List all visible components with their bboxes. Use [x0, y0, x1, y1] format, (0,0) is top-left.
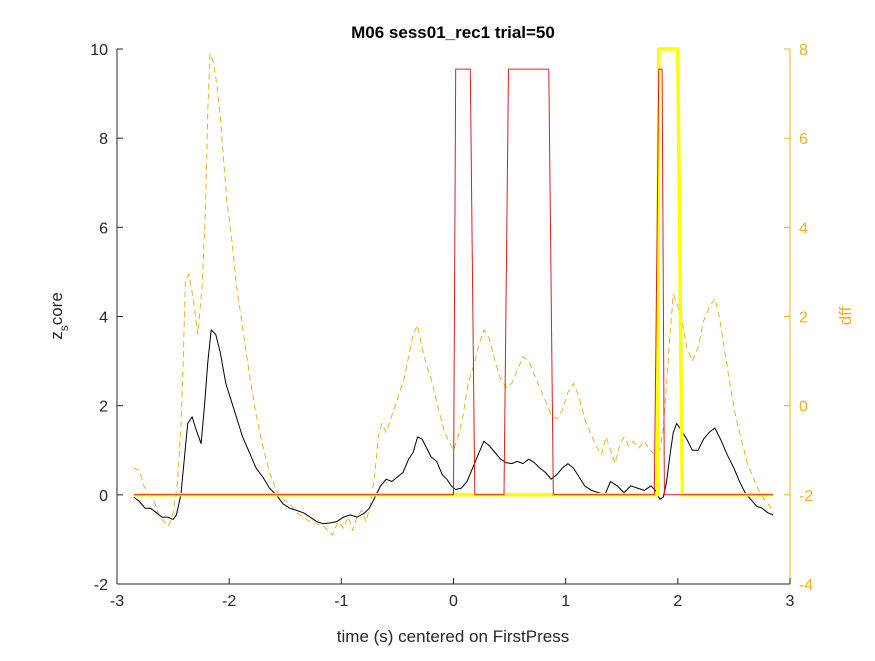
right-y-tick-label: 4 [799, 220, 808, 237]
right-y-tick-label: -2 [799, 488, 813, 505]
x-tick-label: -1 [334, 593, 348, 610]
x-tick-label: -2 [222, 593, 236, 610]
x-tick-label: 2 [673, 593, 682, 610]
x-tick-label: 3 [786, 593, 795, 610]
left-y-tick-label: 4 [99, 310, 108, 327]
left-y-tick-label: 6 [99, 220, 108, 237]
red-event-line [133, 68, 774, 496]
left-y-tick-label: 0 [99, 488, 108, 505]
right-y-tick-label: 6 [799, 131, 808, 148]
plot-area [133, 47, 774, 536]
left-y-tick-label: 8 [99, 131, 108, 148]
left-y-axis-label-main: z [47, 331, 66, 340]
left-y-axis-label: zscore [47, 292, 71, 340]
left-y-axis: -2 0 2 4 6 8 10 [90, 42, 123, 594]
left-y-tick-label: -2 [94, 577, 108, 594]
right-y-axis-label: dff [836, 306, 855, 325]
x-axis-label: time (s) centered on FirstPress [337, 627, 569, 646]
left-y-tick-label: 10 [90, 42, 108, 59]
right-y-tick-label: 8 [799, 42, 808, 59]
x-tick-label: 1 [561, 593, 570, 610]
right-y-tick-label: 0 [799, 399, 808, 416]
x-tick-label: 0 [449, 593, 458, 610]
right-y-axis: -4 -2 0 2 4 6 8 [784, 42, 813, 594]
zscore-line [133, 329, 774, 525]
left-y-axis-label-sub: s [57, 325, 71, 331]
right-y-tick-label: -4 [799, 577, 813, 594]
x-axis: -3 -2 -1 0 1 2 3 [110, 578, 795, 610]
right-y-tick-label: 2 [799, 310, 808, 327]
x-tick-label: -3 [110, 593, 124, 610]
left-y-tick-label: 2 [99, 399, 108, 416]
chart-title: M06 sess01_rec1 trial=50 [351, 23, 555, 42]
left-y-axis-label-rest: core [47, 292, 66, 325]
